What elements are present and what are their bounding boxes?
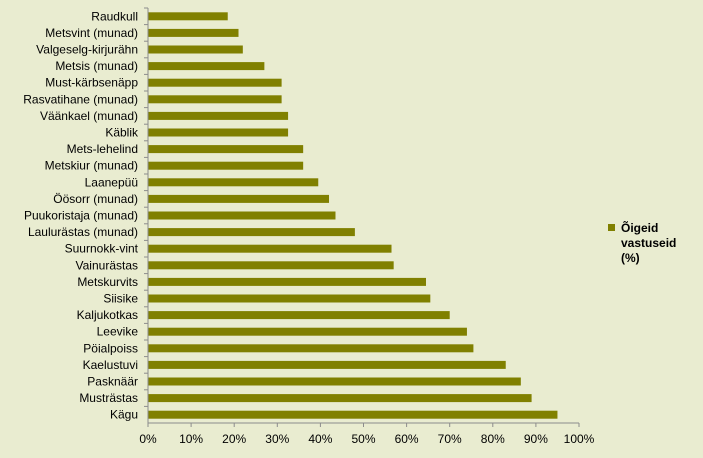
bar-23 xyxy=(148,394,532,403)
bar-15 xyxy=(148,261,394,270)
bar-8 xyxy=(148,145,304,154)
category-label-7: Käblik xyxy=(105,126,139,140)
category-label-17: Siisike xyxy=(103,292,138,306)
bar-7 xyxy=(148,128,289,137)
bar-12 xyxy=(148,211,336,220)
category-label-21: Kaelustuvi xyxy=(83,358,138,372)
bar-21 xyxy=(148,360,506,369)
x-tick-label-4: 40% xyxy=(308,432,332,446)
category-label-15: Vainurästas xyxy=(76,258,138,272)
bar-10 xyxy=(148,178,319,187)
x-tick-label-5: 50% xyxy=(351,432,375,446)
bar-5 xyxy=(148,95,282,104)
category-label-12: Puukoristaja (munad) xyxy=(24,209,138,223)
bar-0 xyxy=(148,12,228,21)
bar-4 xyxy=(148,78,282,87)
category-label-14: Suurnokk-vint xyxy=(65,242,139,256)
bar-2 xyxy=(148,45,243,54)
category-label-16: Metskurvits xyxy=(77,275,138,289)
bar-13 xyxy=(148,228,355,237)
bar-1 xyxy=(148,28,239,37)
category-label-8: Mets-lehelind xyxy=(67,142,138,156)
category-label-20: Pöialpoiss xyxy=(83,341,138,355)
category-label-6: Väänkael (munad) xyxy=(40,109,138,123)
bar-18 xyxy=(148,311,450,320)
bar-14 xyxy=(148,244,392,253)
x-tick-label-6: 60% xyxy=(395,432,419,446)
category-label-9: Metskiur (munad) xyxy=(45,159,138,173)
category-label-13: Laulurästas (munad) xyxy=(28,225,138,239)
bar-3 xyxy=(148,62,265,71)
x-tick-label-8: 80% xyxy=(481,432,505,446)
category-label-1: Metsvint (munad) xyxy=(45,26,138,40)
category-label-18: Kaljukotkas xyxy=(77,308,138,322)
x-tick-label-2: 20% xyxy=(222,432,246,446)
category-label-0: Raudkull xyxy=(91,9,138,23)
bar-20 xyxy=(148,344,474,353)
bar-24 xyxy=(148,410,558,419)
bar-9 xyxy=(148,161,304,170)
bar-17 xyxy=(148,294,431,303)
x-tick-label-1: 10% xyxy=(179,432,203,446)
category-label-23: Musträstas xyxy=(79,391,138,405)
legend-label-line-2: (%) xyxy=(621,251,640,265)
category-label-2: Valgeselg-kirjurähn xyxy=(36,43,138,57)
legend-label-line-0: Õigeid xyxy=(621,220,658,235)
category-label-5: Rasvatihane (munad) xyxy=(23,92,138,106)
bar-6 xyxy=(148,111,289,120)
bar-11 xyxy=(148,194,330,203)
category-label-11: Öösorr (munad) xyxy=(53,192,138,206)
x-tick-label-7: 70% xyxy=(438,432,462,446)
category-label-10: Laanepüü xyxy=(85,175,138,189)
legend-label-line-1: vastuseid xyxy=(621,236,676,250)
category-label-4: Must-kärbsenäpp xyxy=(45,76,138,90)
category-label-22: Pasknäär xyxy=(87,375,138,389)
x-tick-label-3: 30% xyxy=(265,432,289,446)
legend-swatch xyxy=(608,224,615,231)
x-tick-label-9: 90% xyxy=(524,432,548,446)
bar-16 xyxy=(148,277,426,286)
category-label-3: Metsis (munad) xyxy=(55,59,138,73)
category-label-24: Kägu xyxy=(110,408,138,422)
category-label-19: Leevike xyxy=(97,325,139,339)
x-tick-label-0: 0% xyxy=(139,432,157,446)
x-tick-label-10: 100% xyxy=(564,432,595,446)
bar-19 xyxy=(148,327,467,336)
bar-22 xyxy=(148,377,521,386)
